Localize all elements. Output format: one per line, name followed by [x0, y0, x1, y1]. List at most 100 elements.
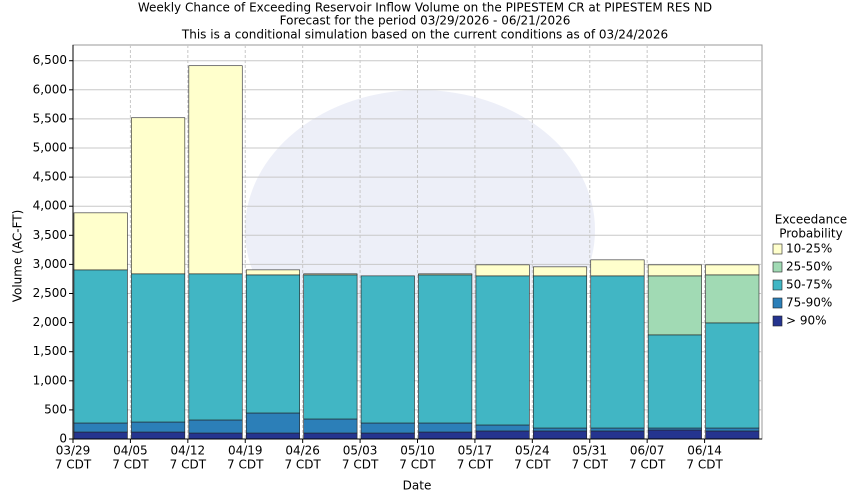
y-tick-label: 4,000	[33, 199, 67, 213]
bar-segment	[245, 432, 300, 440]
bar-segment	[475, 424, 530, 432]
bar-segment	[705, 274, 760, 324]
bar-segment	[475, 275, 530, 426]
legend-swatch	[772, 279, 783, 291]
bar-segment	[590, 259, 645, 277]
bar-segment	[73, 422, 128, 433]
x-tick-sublabel: 7 CDT	[399, 458, 436, 472]
bar-segment	[418, 274, 473, 424]
x-tick-label: 03/29	[56, 444, 91, 458]
legend-label: 10-25%	[786, 242, 832, 256]
x-tick-label: 06/14	[687, 444, 722, 458]
x-tick-label: 04/05	[113, 444, 148, 458]
bar-segment	[360, 422, 415, 434]
x-tick-label: 05/24	[515, 444, 550, 458]
bar-segment	[73, 212, 128, 271]
bar-segment	[303, 432, 358, 440]
x-tick-sublabel: 7 CDT	[342, 458, 379, 472]
bar-segment	[533, 427, 588, 432]
x-tick-label: 04/19	[228, 444, 263, 458]
y-tick-label: 1,500	[33, 344, 67, 358]
y-tick-label: 2,000	[33, 315, 67, 329]
bar-segment	[705, 264, 760, 276]
bar-segment	[647, 264, 702, 277]
bar-segment	[475, 264, 530, 277]
bar-segment	[188, 273, 243, 421]
bar-segment	[188, 419, 243, 434]
bar-segment	[245, 274, 300, 414]
bar-segment	[131, 421, 186, 433]
bar-segment	[360, 275, 415, 424]
x-tick-sublabel: 7 CDT	[572, 458, 609, 472]
bar-segment	[647, 275, 702, 336]
bar-segment	[418, 422, 473, 433]
y-tick-label: 6,000	[33, 82, 67, 96]
x-tick-label: 05/31	[572, 444, 607, 458]
bar-segment	[418, 431, 473, 440]
bar-segment	[647, 429, 702, 440]
bars	[73, 65, 760, 440]
legend-swatch	[772, 243, 783, 255]
bar-segment	[533, 430, 588, 440]
bar-segment	[245, 412, 300, 434]
bar-segment	[590, 427, 645, 432]
y-tick-label: 6,500	[33, 53, 67, 67]
bar-segment	[475, 430, 530, 440]
x-tick-label: 05/17	[458, 444, 493, 458]
bar-segment	[131, 273, 186, 423]
chart-subtitle: Forecast for the period 03/29/2026 - 06/…	[280, 14, 571, 28]
bar-segment	[533, 275, 588, 429]
y-tick-label: 5,500	[33, 111, 67, 125]
bar-segment	[131, 117, 186, 275]
x-tick-label: 04/12	[171, 444, 206, 458]
x-tick-label: 05/03	[343, 444, 378, 458]
bar-segment	[303, 273, 358, 276]
bar-segment	[360, 432, 415, 440]
bar-segment	[590, 430, 645, 440]
legend-title: Exceedance	[775, 213, 847, 227]
y-tick-label: 3,500	[33, 228, 67, 242]
bar-segment	[131, 431, 186, 440]
x-axis-label: Date	[403, 479, 432, 493]
bar-segment	[73, 431, 128, 440]
chart-subtitle: This is a conditional simulation based o…	[181, 28, 668, 42]
legend-title: Probability	[779, 227, 842, 241]
y-tick-label: 5,000	[33, 141, 67, 155]
x-tick-sublabel: 7 CDT	[112, 458, 149, 472]
x-tick-sublabel: 7 CDT	[170, 458, 207, 472]
legend-label: 50-75%	[786, 278, 832, 292]
y-axis-label: Volume (AC-FT)	[11, 210, 25, 303]
y-tick-label: 0	[59, 432, 67, 446]
x-tick-sublabel: 7 CDT	[686, 458, 723, 472]
x-tick-label: 06/07	[630, 444, 665, 458]
bar-segment	[705, 427, 760, 432]
bar-segment	[188, 432, 243, 440]
grid	[73, 45, 762, 440]
y-tick-label: 3,000	[33, 257, 67, 271]
x-tick-sublabel: 7 CDT	[227, 458, 264, 472]
y-tick-label: 500	[44, 402, 67, 416]
x-tick-sublabel: 7 CDT	[284, 458, 321, 472]
legend-label: > 90%	[786, 314, 827, 328]
legend-label: 75-90%	[786, 296, 832, 310]
bar-segment	[533, 266, 588, 277]
x-tick-sublabel: 7 CDT	[514, 458, 551, 472]
legend-swatch	[772, 261, 783, 273]
y-tick-label: 1,000	[33, 373, 67, 387]
x-tick-label: 04/26	[285, 444, 320, 458]
bar-segment	[73, 269, 128, 424]
bar-segment	[705, 322, 760, 429]
legend-label: 25-50%	[786, 260, 832, 274]
x-tick-sublabel: 7 CDT	[629, 458, 666, 472]
bar-segment	[303, 274, 358, 420]
bar-segment	[188, 65, 243, 275]
y-tick-label: 2,500	[33, 286, 67, 300]
y-tick-label: 4,500	[33, 170, 67, 184]
bar-segment	[418, 273, 473, 276]
legend-swatch	[772, 297, 783, 309]
chart-title: Weekly Chance of Exceeding Reservoir Inf…	[138, 1, 712, 15]
bar-segment	[245, 269, 300, 276]
bar-segment	[590, 275, 645, 429]
x-tick-sublabel: 7 CDT	[55, 458, 92, 472]
